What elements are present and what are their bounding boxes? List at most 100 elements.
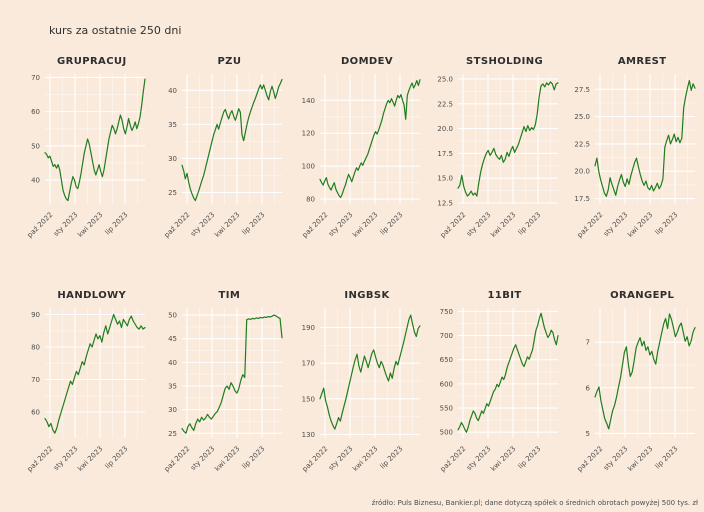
x-tick-label: paź 2022 bbox=[576, 445, 605, 474]
y-tick-label: 50 bbox=[168, 312, 177, 320]
chart-title: HANDLOWY bbox=[57, 290, 127, 301]
major-gridlines bbox=[319, 74, 420, 204]
x-tick-label: sty 2023 bbox=[327, 445, 354, 472]
minor-gridlines bbox=[44, 74, 145, 204]
y-tick-label: 40 bbox=[168, 87, 177, 95]
chart-title: INGBSK bbox=[344, 290, 390, 301]
y-tick-label: 45 bbox=[168, 335, 177, 343]
y-tick-label: 40 bbox=[31, 177, 40, 185]
chart-cell: INGBSK 130 150 170 190 paź 2022 sty 2023 kwi 2… bbox=[287, 290, 425, 480]
chart-title: ORANGEPL bbox=[610, 290, 675, 301]
chart-cell: DOMDEV 80 100 120 140 paź 2022 sty 2023 kwi 20… bbox=[287, 56, 425, 246]
y-tick-label: 60 bbox=[31, 409, 40, 417]
x-tick-label: kwi 2023 bbox=[489, 211, 517, 239]
minor-gridlines bbox=[457, 74, 558, 204]
y-tick-label: 700 bbox=[439, 332, 452, 340]
y-tick-label: 140 bbox=[302, 97, 315, 105]
x-tick-label: lip 2023 bbox=[103, 211, 129, 237]
x-tick-label: lip 2023 bbox=[241, 211, 267, 237]
y-tick-label: 5 bbox=[586, 430, 590, 438]
y-tick-label: 25.0 bbox=[575, 113, 591, 121]
page-title: kurs za ostatnie 250 dni bbox=[49, 24, 182, 37]
y-tick-label: 600 bbox=[439, 380, 452, 388]
y-tick-label: 6 bbox=[586, 384, 591, 392]
y-tick-label: 190 bbox=[302, 324, 315, 332]
x-tick-label: lip 2023 bbox=[379, 211, 405, 237]
chart-cell: HANDLOWY 60 70 80 90 paź 2022 sty 2023 kwi 202… bbox=[12, 290, 150, 480]
x-tick-label: sty 2023 bbox=[602, 445, 629, 472]
major-gridlines bbox=[595, 308, 696, 438]
source-footnote: źródło: Puls Biznesu, Bankier.pl; dane d… bbox=[371, 499, 698, 507]
x-tick-label: lip 2023 bbox=[103, 445, 129, 471]
chart-cell: PZU 25 30 35 40 paź 2022 sty 2023 kwi 2023 lip … bbox=[150, 56, 288, 246]
y-tick-label: 25 bbox=[168, 189, 177, 197]
y-tick-label: 15.0 bbox=[437, 175, 453, 183]
y-tick-label: 750 bbox=[439, 308, 452, 316]
x-tick-label: paź 2022 bbox=[163, 211, 192, 240]
minor-gridlines bbox=[182, 308, 283, 438]
major-gridlines bbox=[319, 308, 420, 438]
x-tick-label: paź 2022 bbox=[576, 211, 605, 240]
y-tick-label: 35 bbox=[168, 383, 177, 391]
minor-gridlines bbox=[182, 74, 283, 204]
price-line bbox=[456, 312, 559, 433]
chart-cell: GRUPRACUJ 40 50 60 70 paź 2022 sty 2023 kwi 20… bbox=[12, 56, 150, 246]
y-tick-label: 100 bbox=[302, 163, 315, 171]
x-tick-label: kwi 2023 bbox=[351, 445, 379, 473]
y-tick-label: 550 bbox=[439, 405, 452, 413]
major-gridlines bbox=[182, 308, 283, 438]
chart-title: STSHOLDING bbox=[466, 56, 544, 67]
price-line bbox=[181, 78, 283, 202]
price-line bbox=[319, 79, 421, 199]
x-tick-label: kwi 2023 bbox=[76, 445, 104, 473]
minor-gridlines bbox=[319, 308, 420, 438]
y-tick-label: 7 bbox=[586, 339, 590, 347]
chart-cell: 11BIT 500 550 600 650 700 750 paź 2022 sty 2023… bbox=[425, 290, 563, 480]
y-tick-label: 17.5 bbox=[575, 195, 591, 203]
x-tick-label: sty 2023 bbox=[52, 211, 79, 238]
x-tick-label: lip 2023 bbox=[516, 445, 542, 471]
major-gridlines bbox=[182, 74, 283, 204]
y-tick-label: 20.0 bbox=[437, 125, 453, 133]
x-tick-label: paź 2022 bbox=[438, 445, 467, 474]
charts-grid: GRUPRACUJ 40 50 60 70 paź 2022 sty 2023 kwi 20… bbox=[12, 56, 700, 480]
y-tick-label: 80 bbox=[31, 344, 40, 352]
y-tick-label: 500 bbox=[439, 429, 452, 437]
x-tick-label: sty 2023 bbox=[465, 445, 492, 472]
minor-gridlines bbox=[595, 308, 696, 438]
x-tick-label: paź 2022 bbox=[26, 211, 55, 240]
y-tick-label: 25 bbox=[168, 430, 177, 438]
major-gridlines bbox=[457, 74, 558, 204]
y-tick-label: 17.5 bbox=[437, 150, 453, 158]
price-line bbox=[319, 314, 421, 430]
y-tick-label: 27.5 bbox=[575, 86, 591, 94]
y-tick-label: 70 bbox=[31, 376, 40, 384]
chart-title: AMREST bbox=[617, 56, 667, 67]
y-tick-label: 70 bbox=[31, 74, 40, 82]
x-tick-label: lip 2023 bbox=[654, 211, 680, 237]
chart-title: DOMDEV bbox=[340, 56, 393, 67]
x-tick-label: paź 2022 bbox=[163, 445, 192, 474]
major-gridlines bbox=[44, 308, 145, 438]
price-line bbox=[181, 314, 283, 434]
price-line bbox=[594, 313, 696, 430]
price-line bbox=[456, 81, 559, 197]
x-tick-label: paź 2022 bbox=[301, 211, 330, 240]
x-tick-label: lip 2023 bbox=[516, 211, 542, 237]
x-tick-label: sty 2023 bbox=[602, 211, 629, 238]
y-tick-label: 80 bbox=[306, 196, 315, 204]
y-tick-label: 650 bbox=[439, 356, 452, 364]
y-tick-label: 150 bbox=[302, 395, 315, 403]
x-tick-label: lip 2023 bbox=[654, 445, 680, 471]
x-tick-label: sty 2023 bbox=[327, 211, 354, 238]
minor-gridlines bbox=[319, 74, 420, 204]
minor-gridlines bbox=[457, 308, 558, 438]
